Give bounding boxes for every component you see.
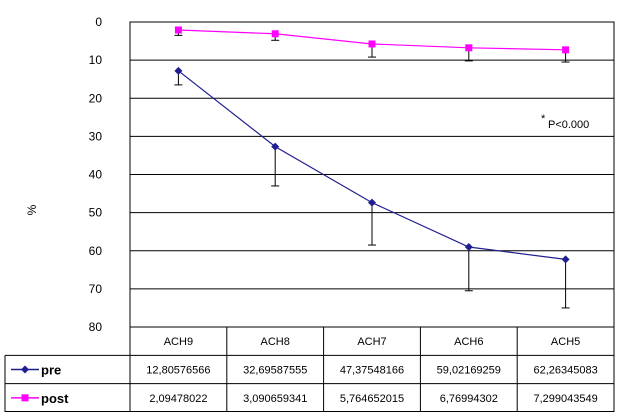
y-tick-label: 70: [89, 282, 103, 296]
data-point-pre: [464, 243, 473, 252]
data-label: 12,80576566: [146, 365, 210, 377]
y-tick-label: 50: [89, 206, 103, 220]
data-point-pre: [271, 142, 280, 151]
data-label: 2,09478022: [149, 393, 207, 405]
x-tick-label: ACH5: [551, 336, 580, 348]
data-label: 7,299043549: [533, 393, 597, 405]
x-tick-label: ACH8: [261, 336, 290, 348]
x-tick-label: ACH6: [454, 336, 483, 348]
y-tick-label: 20: [89, 91, 103, 105]
data-point-post: [562, 46, 570, 54]
data-label: 3,090659341: [243, 393, 307, 405]
data-label: 62,26345083: [533, 365, 597, 377]
y-tick-label: 40: [89, 168, 103, 182]
x-tick-label: ACH7: [357, 336, 386, 348]
data-label: 6,76994302: [440, 393, 498, 405]
legend-marker-pre: [21, 365, 29, 374]
data-label: 5,764652015: [340, 393, 404, 405]
y-tick-label: 30: [89, 129, 103, 143]
plot-area: [129, 21, 615, 328]
y-tick-label: 80: [89, 320, 103, 334]
legend-marker-post: [21, 394, 29, 402]
annotation-star: *: [541, 113, 546, 125]
data-point-post: [368, 40, 376, 48]
data-label: 47,37548166: [340, 365, 404, 377]
y-axis-label: %: [25, 204, 39, 215]
y-tick-label: 0: [95, 15, 102, 29]
annotation-text: P<0.000: [548, 119, 589, 131]
data-point-post: [174, 26, 182, 34]
data-label: 32,69587555: [243, 365, 307, 377]
x-tick-label: ACH9: [164, 336, 193, 348]
data-point-pre: [174, 66, 183, 75]
legend-label-pre: pre: [41, 363, 61, 378]
data-point-pre: [368, 198, 376, 207]
y-tick-label: 60: [89, 244, 103, 258]
data-point-post: [465, 44, 473, 52]
legend-label-post: post: [41, 391, 69, 406]
data-label: 59,02169259: [437, 365, 501, 377]
data-point-pre: [561, 255, 570, 264]
data-point-post: [271, 30, 279, 38]
y-tick-label: 10: [89, 53, 103, 67]
